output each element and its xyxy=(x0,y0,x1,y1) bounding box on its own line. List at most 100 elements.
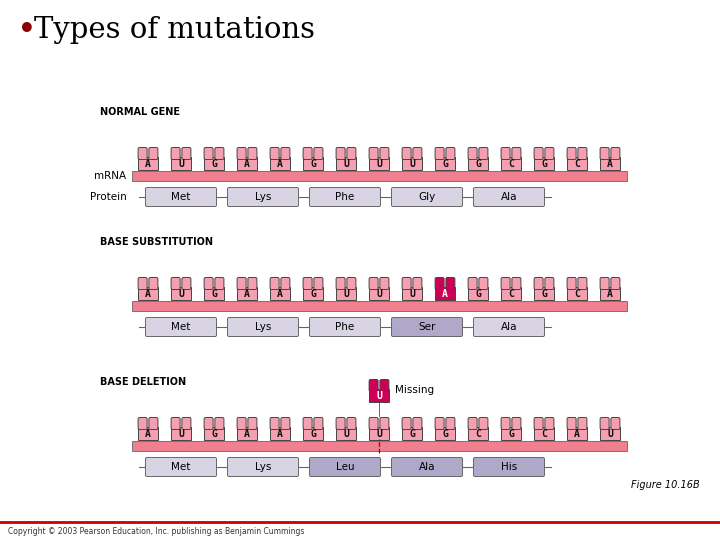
Bar xyxy=(402,287,422,300)
FancyBboxPatch shape xyxy=(228,457,299,476)
Bar xyxy=(501,427,521,440)
Text: mRNA: mRNA xyxy=(94,171,127,181)
FancyBboxPatch shape xyxy=(600,278,609,289)
FancyBboxPatch shape xyxy=(611,278,620,289)
Bar xyxy=(369,287,389,300)
FancyBboxPatch shape xyxy=(479,278,488,289)
FancyBboxPatch shape xyxy=(474,187,544,206)
Text: G: G xyxy=(310,159,316,169)
FancyBboxPatch shape xyxy=(512,278,521,289)
FancyBboxPatch shape xyxy=(468,278,477,289)
FancyBboxPatch shape xyxy=(347,278,356,289)
FancyBboxPatch shape xyxy=(314,417,323,429)
Bar xyxy=(336,287,356,300)
Bar xyxy=(303,287,323,300)
FancyBboxPatch shape xyxy=(468,417,477,429)
Bar xyxy=(468,427,488,440)
FancyBboxPatch shape xyxy=(138,278,147,289)
Text: U: U xyxy=(343,289,349,299)
FancyBboxPatch shape xyxy=(402,417,411,429)
Bar xyxy=(402,157,422,170)
Bar xyxy=(600,427,620,440)
FancyBboxPatch shape xyxy=(369,380,378,392)
Text: BASE DELETION: BASE DELETION xyxy=(100,377,186,387)
Text: U: U xyxy=(178,159,184,169)
FancyBboxPatch shape xyxy=(145,457,217,476)
Text: G: G xyxy=(211,289,217,299)
FancyBboxPatch shape xyxy=(281,147,290,159)
Text: Ala: Ala xyxy=(419,462,436,472)
Text: U: U xyxy=(343,159,349,169)
FancyBboxPatch shape xyxy=(567,417,576,429)
Bar xyxy=(237,157,257,170)
Text: U: U xyxy=(607,429,613,439)
Text: G: G xyxy=(442,159,448,169)
FancyBboxPatch shape xyxy=(380,278,389,289)
Text: G: G xyxy=(475,289,481,299)
FancyBboxPatch shape xyxy=(380,147,389,159)
Text: U: U xyxy=(409,159,415,169)
FancyBboxPatch shape xyxy=(545,147,554,159)
FancyBboxPatch shape xyxy=(402,147,411,159)
Bar xyxy=(468,287,488,300)
FancyBboxPatch shape xyxy=(237,278,246,289)
FancyBboxPatch shape xyxy=(281,278,290,289)
Bar xyxy=(600,157,620,170)
FancyBboxPatch shape xyxy=(237,147,246,159)
Bar xyxy=(204,157,224,170)
Bar xyxy=(567,287,587,300)
FancyBboxPatch shape xyxy=(512,147,521,159)
FancyBboxPatch shape xyxy=(392,187,462,206)
FancyBboxPatch shape xyxy=(281,417,290,429)
Bar xyxy=(402,427,422,440)
FancyBboxPatch shape xyxy=(446,278,455,289)
Bar xyxy=(270,287,290,300)
FancyBboxPatch shape xyxy=(149,417,158,429)
FancyBboxPatch shape xyxy=(228,318,299,336)
FancyBboxPatch shape xyxy=(435,147,444,159)
Bar xyxy=(534,287,554,300)
FancyBboxPatch shape xyxy=(446,417,455,429)
Text: G: G xyxy=(211,159,217,169)
FancyBboxPatch shape xyxy=(479,147,488,159)
Text: A: A xyxy=(574,429,580,439)
Bar xyxy=(303,157,323,170)
Bar xyxy=(171,427,191,440)
Bar xyxy=(369,427,389,440)
FancyBboxPatch shape xyxy=(578,278,587,289)
Bar xyxy=(132,171,626,181)
Bar xyxy=(534,157,554,170)
Bar xyxy=(171,157,191,170)
FancyBboxPatch shape xyxy=(228,187,299,206)
FancyBboxPatch shape xyxy=(402,278,411,289)
Text: C: C xyxy=(574,289,580,299)
Text: U: U xyxy=(376,159,382,169)
FancyBboxPatch shape xyxy=(182,147,191,159)
FancyBboxPatch shape xyxy=(204,278,213,289)
FancyBboxPatch shape xyxy=(446,147,455,159)
FancyBboxPatch shape xyxy=(567,147,576,159)
FancyBboxPatch shape xyxy=(545,278,554,289)
Text: Met: Met xyxy=(171,462,191,472)
FancyBboxPatch shape xyxy=(270,278,279,289)
FancyBboxPatch shape xyxy=(215,278,224,289)
Text: U: U xyxy=(376,429,382,439)
FancyBboxPatch shape xyxy=(149,278,158,289)
Bar xyxy=(600,287,620,300)
Bar xyxy=(435,287,455,300)
Bar xyxy=(435,427,455,440)
FancyBboxPatch shape xyxy=(270,147,279,159)
FancyBboxPatch shape xyxy=(171,147,180,159)
Text: A: A xyxy=(277,289,283,299)
Bar xyxy=(138,427,158,440)
Text: G: G xyxy=(442,429,448,439)
Text: Ser: Ser xyxy=(418,322,436,332)
FancyBboxPatch shape xyxy=(479,417,488,429)
Text: Lys: Lys xyxy=(255,192,271,202)
FancyBboxPatch shape xyxy=(578,147,587,159)
FancyBboxPatch shape xyxy=(611,147,620,159)
FancyBboxPatch shape xyxy=(314,278,323,289)
FancyBboxPatch shape xyxy=(380,380,389,392)
Text: G: G xyxy=(541,159,547,169)
FancyBboxPatch shape xyxy=(248,417,257,429)
